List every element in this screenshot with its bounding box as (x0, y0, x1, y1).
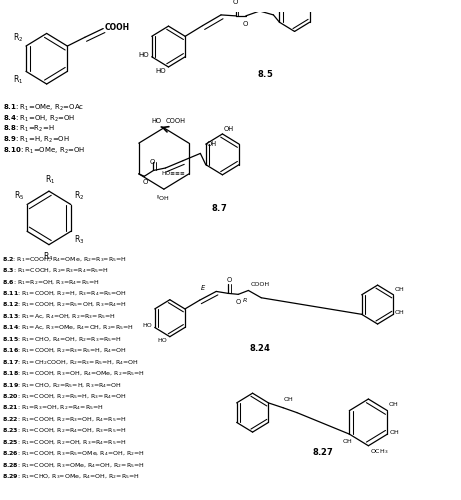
Text: OH: OH (389, 402, 399, 407)
Text: $\mathbf{8.29}$: R$_1$=CHO, R$_3$=OMe, R$_4$=OH, R$_2$=R$_5$=H: $\mathbf{8.29}$: R$_1$=CHO, R$_3$=OMe, R… (2, 472, 140, 481)
Text: R$_5$: R$_5$ (14, 189, 24, 202)
Text: $E$: $E$ (200, 284, 207, 292)
Text: $\mathbf{8.13}$: R$_1$=Ac, R$_4$=OH, R$_2$=R$_3$=R$_5$=H: $\mathbf{8.13}$: R$_1$=Ac, R$_4$=OH, R$_… (2, 312, 116, 321)
Text: OH: OH (284, 397, 294, 402)
Text: R$_3$: R$_3$ (74, 233, 84, 245)
Text: $^{\|}$OH: $^{\|}$OH (156, 194, 170, 203)
Text: $\mathbf{8.1}$: R$_1$=OMe, R$_2$=OAc: $\mathbf{8.1}$: R$_1$=OMe, R$_2$=OAc (3, 103, 84, 113)
Text: COOH: COOH (165, 118, 185, 124)
Text: HO: HO (151, 118, 161, 124)
Text: R$_4$: R$_4$ (43, 250, 53, 263)
Text: $\mathbf{8.12}$: R$_1$=COOH, R$_2$=R$_5$=OH, R$_3$=R$_4$=H: $\mathbf{8.12}$: R$_1$=COOH, R$_2$=R$_5$… (2, 300, 127, 310)
Text: OH: OH (395, 287, 405, 292)
Text: $\mathbf{8.2}$: R$_1$=COOH, R$_4$=OMe, R$_2$=R$_3$=R$_5$=H: $\mathbf{8.2}$: R$_1$=COOH, R$_4$=OMe, R… (2, 255, 127, 264)
Text: $\mathbf{8.15}$: R$_1$=CHO, R$_4$=OH, R$_2$=R$_3$=R$_5$=H: $\mathbf{8.15}$: R$_1$=CHO, R$_4$=OH, R$… (2, 335, 122, 344)
Text: O: O (150, 158, 155, 164)
Text: $\mathbf{8.6}$: R$_1$=R$_2$=OH, R$_3$=R$_4$=R$_5$=H: $\mathbf{8.6}$: R$_1$=R$_2$=OH, R$_3$=R$… (2, 278, 100, 286)
Text: OH: OH (390, 430, 399, 435)
Text: $\mathbf{8.4}$: R$_1$=OH, R$_2$=OH: $\mathbf{8.4}$: R$_1$=OH, R$_2$=OH (3, 114, 76, 124)
Text: OH: OH (395, 310, 405, 316)
Text: OH: OH (207, 141, 217, 147)
Text: O: O (142, 179, 148, 185)
Text: R$_1$: R$_1$ (45, 174, 55, 186)
Text: $\mathbf{8.9}$: R$_1$=H, R$_2$=OH: $\mathbf{8.9}$: R$_1$=H, R$_2$=OH (3, 135, 70, 145)
Text: HO: HO (155, 68, 166, 74)
Text: COOH: COOH (250, 282, 269, 286)
Text: $\mathbf{8.17}$: R$_1$=CH$_2$COOH, R$_2$=R$_3$=R$_5$=H, R$_4$=OH: $\mathbf{8.17}$: R$_1$=CH$_2$COOH, R$_2$… (2, 358, 139, 366)
Text: $\mathbf{8.27}$: $\mathbf{8.27}$ (312, 446, 333, 457)
Text: $\mathbf{8.28}$: R$_1$=COOH, R$_3$=OMe, R$_4$=OH, R$_2$=R$_5$=H: $\mathbf{8.28}$: R$_1$=COOH, R$_3$=OMe, … (2, 461, 145, 469)
Text: O: O (242, 20, 248, 26)
Text: HO≡≡≡: HO≡≡≡ (161, 171, 185, 176)
Text: $\mathbf{8.10}$: R$_1$=OMe, R$_2$=OH: $\mathbf{8.10}$: R$_1$=OMe, R$_2$=OH (3, 146, 85, 156)
Text: $\mathbf{8.11}$: R$_1$=COOH, R$_2$=H, R$_3$=R$_4$=R$_5$=OH: $\mathbf{8.11}$: R$_1$=COOH, R$_2$=H, R$… (2, 289, 127, 298)
Text: $\mathbf{8.23}$: R$_1$=COOH, R$_2$=R$_4$=OH, R$_3$=R$_5$=H: $\mathbf{8.23}$: R$_1$=COOH, R$_2$=R$_4$… (2, 426, 127, 436)
Text: R$_2$: R$_2$ (13, 31, 24, 44)
Text: OCH$_3$: OCH$_3$ (370, 447, 389, 456)
Text: COOH: COOH (105, 23, 130, 32)
Text: $\mathbf{8.25}$: R$_1$=COOH, R$_2$=OH, R$_3$=R$_4$=R$_5$=H: $\mathbf{8.25}$: R$_1$=COOH, R$_2$=OH, R… (2, 438, 127, 446)
Text: $\mathbf{8.8}$: R$_1$=R$_2$=H: $\mathbf{8.8}$: R$_1$=R$_2$=H (3, 124, 54, 134)
Text: $\mathbf{8.19}$: R$_1$=CHO, R$_2$=R$_5$=H, R$_3$=R$_4$=OH: $\mathbf{8.19}$: R$_1$=CHO, R$_2$=R$_5$=… (2, 380, 122, 390)
Text: OH: OH (224, 126, 234, 132)
Text: O: O (227, 276, 232, 282)
Text: $\mathbf{8.7}$: $\mathbf{8.7}$ (211, 202, 227, 212)
Text: $\mathbf{8.14}$: R$_1$=Ac, R$_3$=OMe, R$_4$=OH, R$_2$=R$_5$=H: $\mathbf{8.14}$: R$_1$=Ac, R$_3$=OMe, R$… (2, 324, 134, 332)
Text: $\mathbf{8.22}$: R$_1$=COOH, R$_2$=R$_3$=OH, R$_4$=R$_5$=H: $\mathbf{8.22}$: R$_1$=COOH, R$_2$=R$_3$… (2, 415, 127, 424)
Text: O: O (233, 0, 238, 5)
Text: $\mathbf{8.24}$: $\mathbf{8.24}$ (249, 342, 272, 353)
Text: R$_2$: R$_2$ (74, 189, 84, 202)
Text: $\mathbf{8.21}$: R$_1$=R$_3$=OH, R$_2$=R$_4$=R$_5$=H: $\mathbf{8.21}$: R$_1$=R$_3$=OH, R$_2$=R… (2, 404, 104, 412)
Text: $R$: $R$ (242, 296, 248, 304)
Text: HO: HO (139, 52, 149, 59)
Text: R$_1$: R$_1$ (13, 74, 24, 86)
Text: $\mathbf{8.3}$: R$_1$=COOH, R$_2$=R$_3$=R$_4$=R$_5$=H: $\mathbf{8.3}$: R$_1$=COOH, R$_2$=R$_3$=… (2, 266, 109, 275)
Text: $\mathbf{8.26}$: R$_1$=COOH, R$_3$=R$_5$=OMe, R$_4$=OH, R$_2$=H: $\mathbf{8.26}$: R$_1$=COOH, R$_3$=R$_5$… (2, 450, 145, 458)
Text: $\mathbf{8.5}$: $\mathbf{8.5}$ (257, 68, 273, 79)
Text: HO: HO (142, 324, 153, 328)
Text: OH: OH (343, 439, 353, 444)
Text: $\mathbf{8.18}$: R$_1$=COOH, R$_3$=OH, R$_4$=OMe, R$_2$=R$_5$=H: $\mathbf{8.18}$: R$_1$=COOH, R$_3$=OH, R… (2, 370, 145, 378)
Text: $\mathbf{8.20}$: R$_1$=COOH, R$_2$=R$_5$=H, R$_3$=R$_4$=OH: $\mathbf{8.20}$: R$_1$=COOH, R$_2$=R$_5$… (2, 392, 127, 401)
Text: $\mathbf{8.16}$: R$_1$=COOH, R$_2$=R$_3$=R$_5$=H, R$_4$=OH: $\mathbf{8.16}$: R$_1$=COOH, R$_2$=R$_3$… (2, 346, 127, 355)
Text: HO: HO (158, 338, 167, 343)
Text: O: O (236, 299, 242, 305)
